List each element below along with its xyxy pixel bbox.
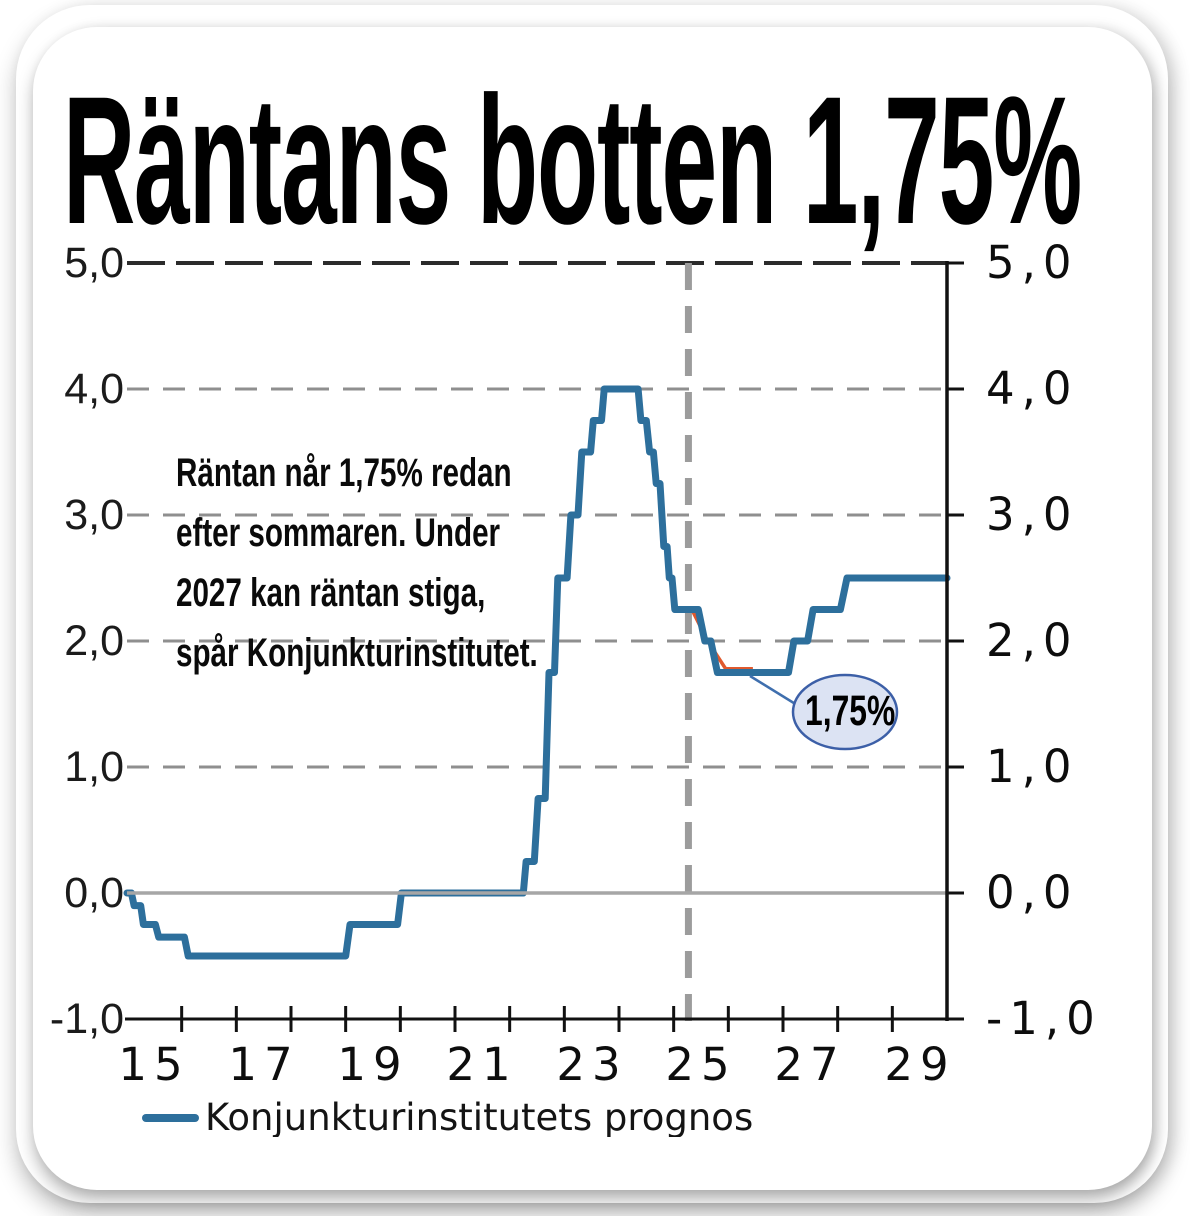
legend-label: Konjunkturinstitutets prognos	[205, 1099, 754, 1137]
y-axis-ticks-right	[947, 261, 964, 1021]
legend: Konjunkturinstitutets prognos	[142, 1099, 753, 1137]
page-title: Räntans botten 1,75%	[63, 58, 1082, 262]
x-tick-label: 29	[884, 1038, 956, 1091]
x-tick-label: 19	[337, 1038, 409, 1091]
y-tick-label-left: 5,0	[64, 239, 124, 287]
y-tick-label-left: 2,0	[64, 617, 124, 665]
y-tick-label-right: 5,0	[986, 236, 1079, 289]
y-tick-label-right: -1,0	[986, 992, 1102, 1045]
x-tick-label: 25	[665, 1038, 737, 1091]
y-tick-label-right: 0,0	[986, 866, 1079, 919]
y-tick-label-right: 1,0	[986, 740, 1079, 793]
card-inner	[33, 27, 1152, 1190]
x-tick-label: 27	[774, 1038, 846, 1091]
y-tick-label-right: 3,0	[986, 488, 1079, 541]
y-tick-label-left: 4,0	[64, 365, 124, 413]
annotation-line: 2027 kan räntan stiga,	[176, 571, 486, 615]
callout-ellipse	[791, 673, 899, 751]
gridlines	[127, 387, 947, 769]
y-tick-label-right: 4,0	[986, 362, 1079, 415]
annotation-line: Räntan når 1,75% redan	[176, 451, 512, 495]
annotation-line: efter sommaren. Under	[176, 511, 501, 555]
x-tick-label: 21	[446, 1038, 518, 1091]
x-tick-label: 17	[228, 1038, 300, 1091]
y-tick-label-left: 0,0	[64, 869, 124, 917]
annotation-line: spår Konjunkturinstitutet.	[176, 631, 538, 675]
x-tick-label: 15	[118, 1038, 190, 1091]
y-tick-label-left: 3,0	[64, 491, 124, 539]
callout-connector-line	[749, 674, 798, 707]
x-tick-label: 23	[556, 1038, 628, 1091]
callout-label: 1,75%	[805, 687, 896, 735]
y-tick-label-left: 1,0	[64, 743, 124, 791]
forecast-line	[123, 385, 951, 960]
legend-line-swatch	[142, 1114, 199, 1122]
y-tick-label-right: 2,0	[986, 614, 1079, 667]
annotation-text: Räntan når 1,75% redan efter sommaren. U…	[176, 443, 538, 683]
y-tick-label-left: -1,0	[49, 995, 124, 1043]
